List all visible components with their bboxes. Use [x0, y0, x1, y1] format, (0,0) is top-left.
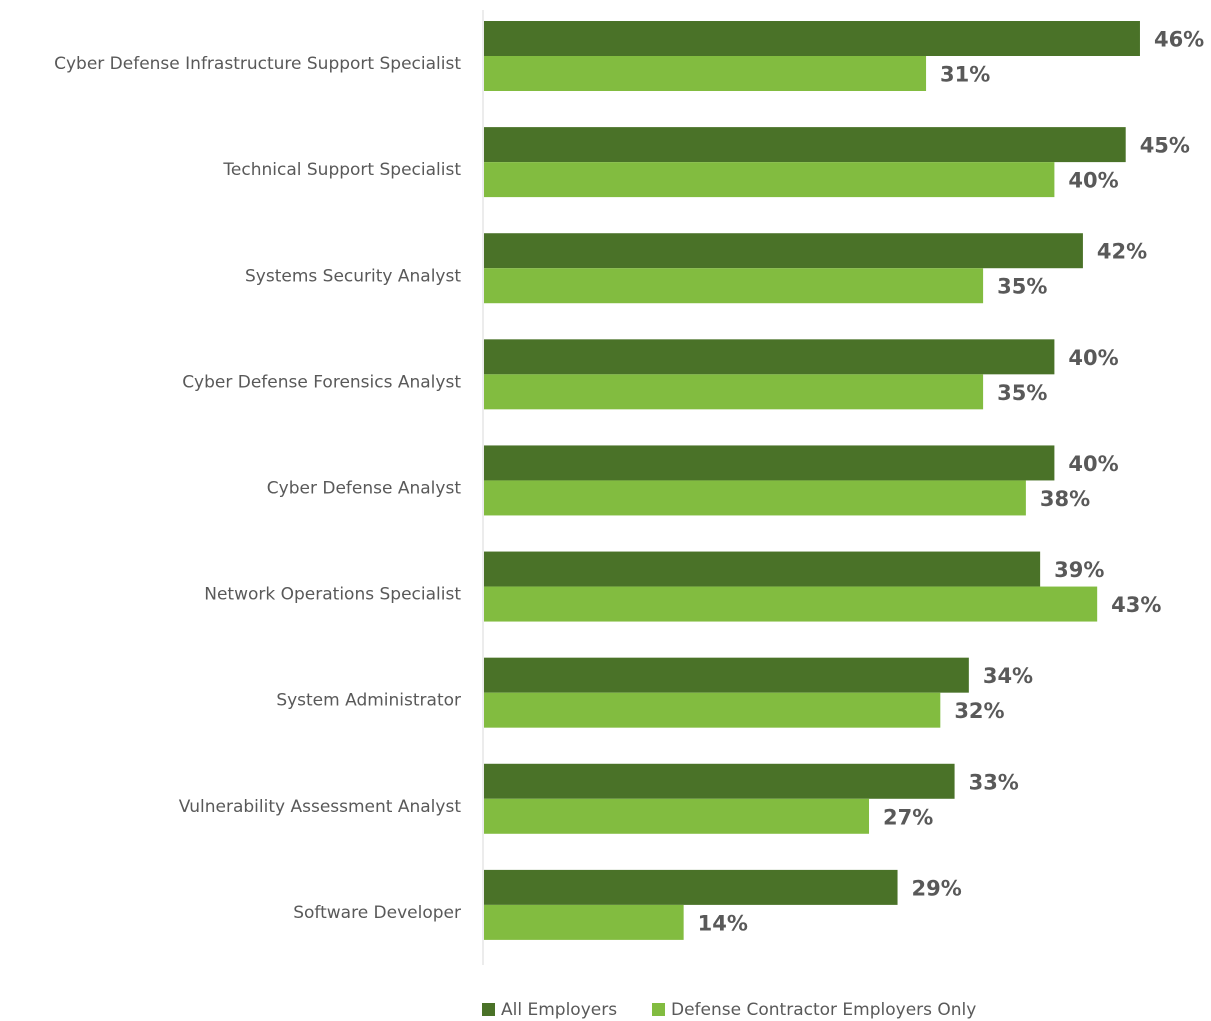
- legend-label-all-employers: All Employers: [501, 999, 618, 1020]
- bar-all-employers: [484, 763, 955, 799]
- bar-all-employers: [484, 21, 1140, 56]
- bar-all-employers: [484, 657, 969, 693]
- bar-all-employers: [484, 551, 1041, 587]
- data-label-all-employers: 40%: [1068, 346, 1118, 370]
- bar-defense-contractor: [484, 374, 984, 410]
- bar-defense-contractor: [484, 56, 927, 91]
- data-label-defense-contractor: 35%: [997, 275, 1047, 299]
- legend-swatch-defense-contractor: [652, 1003, 665, 1016]
- bar-all-employers: [484, 445, 1055, 481]
- data-label-all-employers: 34%: [983, 664, 1033, 688]
- bar-defense-contractor: [484, 480, 1026, 516]
- bar-all-employers: [484, 233, 1083, 269]
- bar-defense-contractor: [484, 904, 684, 940]
- bar-defense-contractor: [484, 268, 984, 304]
- data-label-all-employers: 29%: [912, 876, 962, 900]
- category-label: Network Operations Specialist: [204, 585, 461, 605]
- data-label-defense-contractor: 35%: [997, 381, 1047, 405]
- category-label: System Administrator: [276, 691, 461, 711]
- category-label: Vulnerability Assessment Analyst: [179, 797, 462, 817]
- legend-item-defense-contractor: Defense Contractor Employers Only: [652, 998, 976, 1021]
- category-label: Technical Support Specialist: [222, 160, 461, 180]
- bar-chart: Cyber Defense Infrastructure Support Spe…: [54, 10, 1204, 965]
- category-label: Cyber Defense Forensics Analyst: [182, 372, 461, 392]
- bar-defense-contractor: [484, 162, 1055, 198]
- bar-defense-contractor: [484, 586, 1098, 622]
- data-label-defense-contractor: 38%: [1040, 487, 1090, 511]
- data-label-all-employers: 42%: [1097, 240, 1147, 264]
- data-label-defense-contractor: 32%: [954, 699, 1004, 723]
- chart-legend: All Employers Defense Contractor Employe…: [0, 998, 1211, 1021]
- data-label-defense-contractor: 43%: [1111, 593, 1161, 617]
- data-label-all-employers: 45%: [1140, 134, 1190, 158]
- bar-all-employers: [484, 869, 898, 905]
- data-label-all-employers: 46%: [1154, 28, 1204, 52]
- data-label-all-employers: 39%: [1054, 558, 1104, 582]
- data-label-all-employers: 33%: [969, 770, 1019, 794]
- legend-swatch-all-employers: [482, 1003, 495, 1016]
- category-label: Systems Security Analyst: [245, 266, 461, 286]
- category-label: Cyber Defense Analyst: [267, 479, 462, 499]
- data-label-defense-contractor: 40%: [1068, 169, 1118, 193]
- data-label-all-employers: 40%: [1068, 452, 1118, 476]
- category-label: Software Developer: [293, 903, 461, 923]
- legend-item-all-employers: All Employers: [482, 998, 617, 1021]
- bar-defense-contractor: [484, 692, 941, 728]
- bar-all-employers: [484, 339, 1055, 375]
- legend-label-defense-contractor: Defense Contractor Employers Only: [671, 999, 977, 1020]
- data-label-defense-contractor: 27%: [883, 805, 933, 829]
- category-label: Cyber Defense Infrastructure Support Spe…: [54, 54, 461, 74]
- bar-defense-contractor: [484, 798, 870, 834]
- data-label-defense-contractor: 14%: [698, 911, 748, 935]
- bar-all-employers: [484, 127, 1126, 163]
- data-label-defense-contractor: 31%: [940, 63, 990, 87]
